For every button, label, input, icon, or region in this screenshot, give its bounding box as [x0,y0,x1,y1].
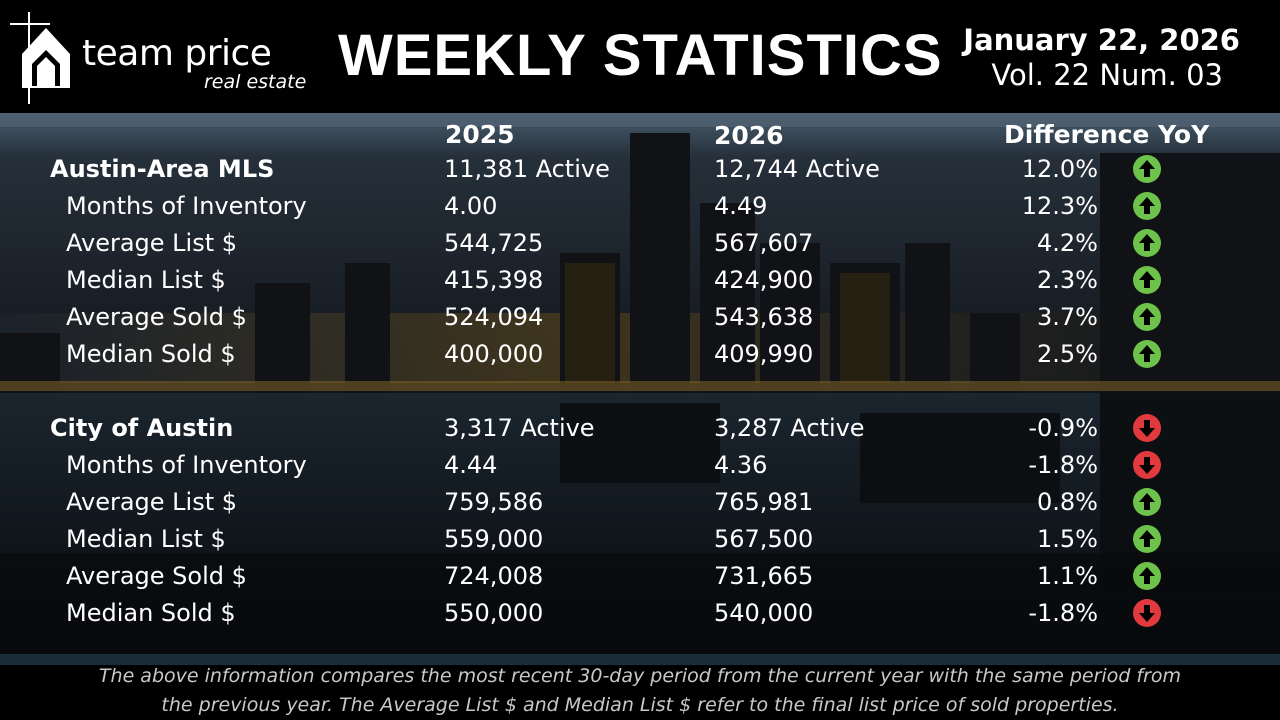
table-row: Average Sold $ 724,008 731,665 1.1% [0,558,1280,595]
difference-percent: 3.7% [1037,303,1098,331]
value-2026: 567,500 [714,525,814,553]
value-2026: 4.36 [714,451,768,479]
value-2026: 409,990 [714,340,814,368]
city-skyline-background [0,113,1280,665]
difference-percent: 12.0% [1021,155,1098,183]
value-2026: 731,665 [714,562,814,590]
section-title: City of Austin [50,414,234,442]
row-label: Average Sold $ [66,303,247,331]
value-2025: 4.44 [444,451,498,479]
value-2026: 765,981 [714,488,814,516]
difference-percent: -1.8% [1028,599,1098,627]
arrow-up-icon [1133,229,1161,257]
difference-percent: 2.5% [1037,340,1098,368]
value-2025: 544,725 [444,229,544,257]
table-row: Average List $ 759,586 765,981 0.8% [0,484,1280,521]
table-row: Months of Inventory 4.00 4.49 12.3% [0,188,1280,225]
value-2025: 400,000 [444,340,544,368]
footnote-line-2: the previous year. The Average List $ an… [161,694,1119,716]
value-2026: 540,000 [714,599,814,627]
table-row: Median Sold $ 550,000 540,000 -1.8% [0,595,1280,632]
row-label: Median List $ [66,525,226,553]
value-2025: 11,381 Active [444,155,610,183]
section-title: Austin-Area MLS [50,155,275,183]
arrow-up-icon [1133,192,1161,220]
arrow-down-icon [1133,414,1161,442]
difference-percent: 0.8% [1037,488,1098,516]
footnote-line-1: The above information compares the most … [98,665,1182,687]
value-2026: 543,638 [714,303,814,331]
difference-percent: 4.2% [1037,229,1098,257]
difference-percent: 1.5% [1037,525,1098,553]
row-label: Median List $ [66,266,226,294]
difference-percent: -0.9% [1028,414,1098,442]
report-date: January 22, 2026 [963,23,1240,57]
row-label: Average List $ [66,229,238,257]
arrow-down-icon [1133,599,1161,627]
arrow-up-icon [1133,303,1161,331]
column-header-difference: Difference YoY [1004,120,1210,149]
value-2025: 3,317 Active [444,414,595,442]
row-label: Months of Inventory [66,192,307,220]
table-row: Median List $ 415,398 424,900 2.3% [0,262,1280,299]
arrow-up-icon [1133,266,1161,294]
value-2026: 3,287 Active [714,414,865,442]
brand-subtitle: real estate [204,71,307,93]
value-2025: 550,000 [444,599,544,627]
row-label: Months of Inventory [66,451,307,479]
footnote: The above information compares the most … [0,662,1280,720]
value-2026: 567,607 [714,229,814,257]
arrow-up-icon [1133,525,1161,553]
difference-percent: 2.3% [1037,266,1098,294]
row-label: Average List $ [66,488,238,516]
difference-percent: 1.1% [1037,562,1098,590]
value-2026: 424,900 [714,266,814,294]
table-row: Average Sold $ 524,094 543,638 3.7% [0,299,1280,336]
page-title: WEEKLY STATISTICS [338,23,943,88]
value-2025: 559,000 [444,525,544,553]
column-header-2026: 2026 [714,121,784,150]
arrow-up-icon [1133,340,1161,368]
value-2026: 4.49 [714,192,768,220]
arrow-down-icon [1133,451,1161,479]
value-2025: 524,094 [444,303,544,331]
header-bar: team price real estate WEEKLY STATISTICS… [0,0,1280,113]
value-2025: 724,008 [444,562,544,590]
value-2025: 415,398 [444,266,544,294]
difference-percent: -1.8% [1028,451,1098,479]
arrow-up-icon [1133,488,1161,516]
arrow-up-icon [1133,155,1161,183]
volume-number: Vol. 22 Num. 03 [991,58,1223,92]
table-row: Months of Inventory 4.44 4.36 -1.8% [0,447,1280,484]
value-2025: 4.00 [444,192,498,220]
row-label: Average Sold $ [66,562,247,590]
section-header-row: Austin-Area MLS 11,381 Active 12,744 Activ… [0,151,1280,188]
difference-percent: 12.3% [1021,192,1098,220]
table-row: Average List $ 544,725 567,607 4.2% [0,225,1280,262]
table-row: Median Sold $ 400,000 409,990 2.5% [0,336,1280,373]
section-header-row: City of Austin 3,317 Active 3,287 Active -0… [0,410,1280,447]
brand-name: team price [82,33,272,74]
column-header-2025: 2025 [445,120,515,149]
arrow-up-icon [1133,562,1161,590]
table-row: Median List $ 559,000 567,500 1.5% [0,521,1280,558]
row-label: Median Sold $ [66,599,236,627]
value-2025: 759,586 [444,488,544,516]
row-label: Median Sold $ [66,340,236,368]
value-2026: 12,744 Active [714,155,880,183]
logo-house-icon [10,10,80,106]
